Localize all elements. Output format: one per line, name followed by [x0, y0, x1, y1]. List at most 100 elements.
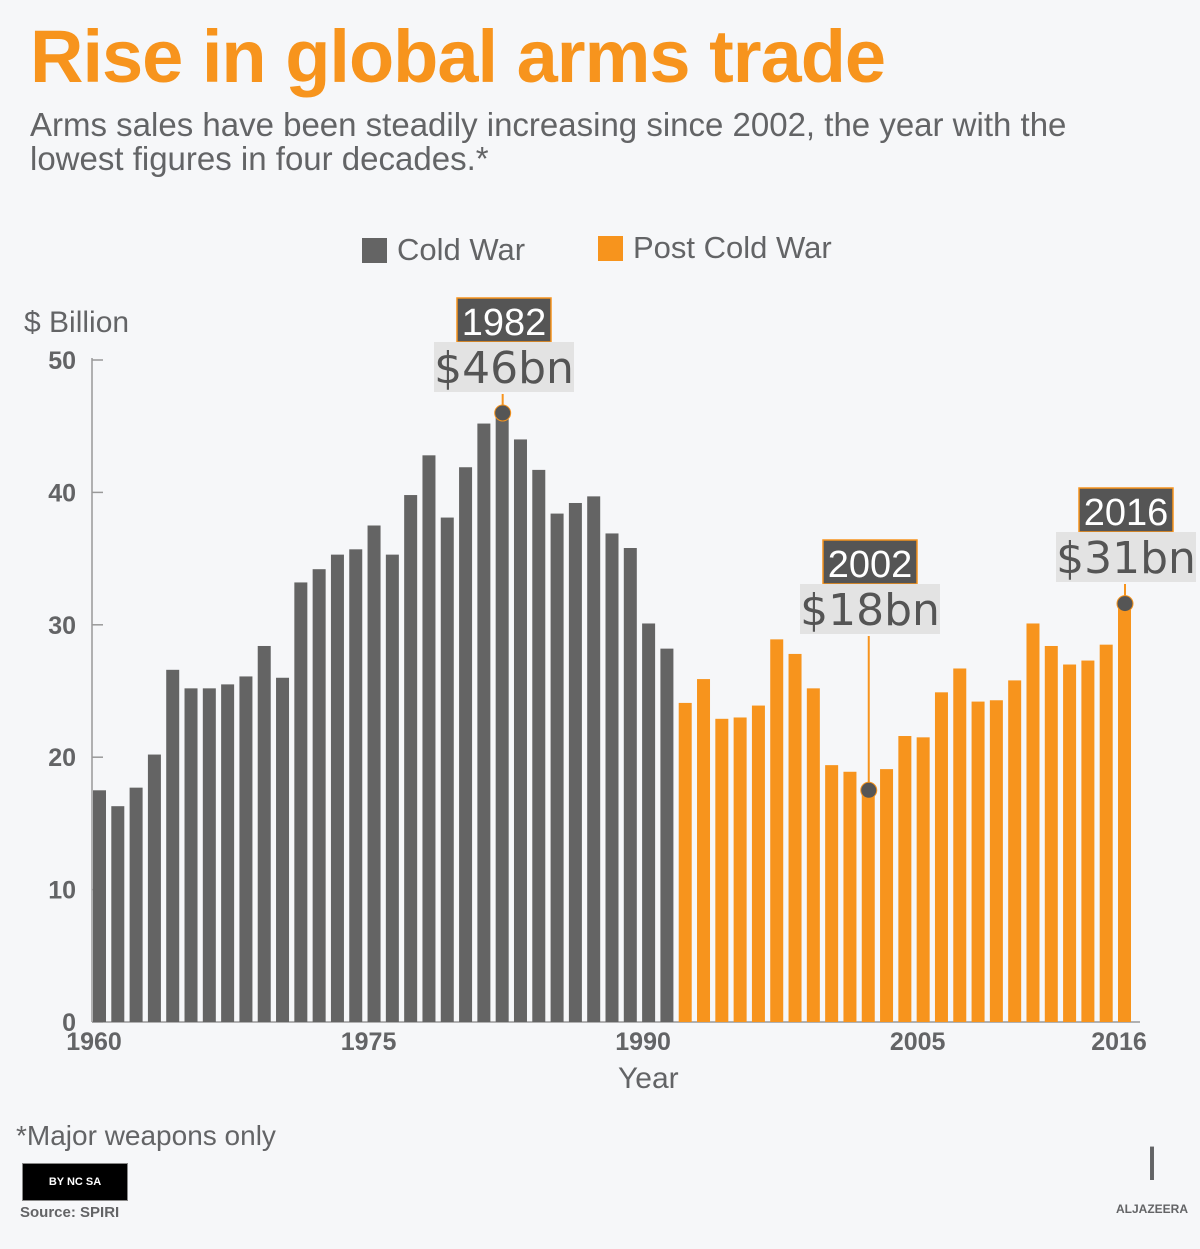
legend-swatch-cold-war: [362, 237, 387, 263]
annotation-value: $31bn: [1056, 533, 1196, 584]
bar-1973: [330, 554, 344, 1022]
annotation-year-box: [1078, 487, 1174, 533]
annotation-value: $46bn: [434, 343, 574, 394]
annotation-dot: [860, 781, 878, 799]
source: Source: SPIRI: [20, 1204, 120, 1221]
bar-1972: [312, 569, 326, 1022]
bar-2000: [825, 765, 839, 1022]
bar-1986: [568, 502, 582, 1022]
bar-1970: [276, 677, 290, 1022]
bar-2014: [1081, 660, 1095, 1022]
x-tick-label: 1975: [341, 1028, 397, 1056]
bar-1963: [147, 754, 161, 1022]
x-tick-label: 1990: [615, 1028, 671, 1056]
bar-1990: [642, 623, 656, 1022]
legend-swatch-post-cold-war: [598, 235, 623, 261]
annotation-value-box: [800, 584, 940, 634]
bar-2010: [1008, 680, 1022, 1022]
bar-2012: [1044, 645, 1058, 1022]
x-tick-label: 1960: [66, 1028, 122, 1056]
bar-2016: [1118, 603, 1131, 1022]
bar-1999: [806, 688, 820, 1022]
bar-1969: [257, 645, 271, 1022]
bar-1992: [678, 702, 692, 1022]
annotation-value: $18bn: [800, 585, 940, 636]
annotation-year: 2016: [1084, 492, 1169, 534]
bar-1971: [294, 582, 308, 1022]
y-tick-label: 0: [62, 1009, 76, 1037]
bar-2003: [880, 769, 894, 1022]
bar-1993: [697, 679, 711, 1022]
bar-1964: [166, 669, 180, 1022]
annotation-year-box: [456, 297, 552, 343]
bar-1984: [532, 469, 546, 1023]
bar-2006: [934, 692, 948, 1022]
bar-1979: [440, 517, 454, 1022]
bar-1965: [184, 688, 198, 1022]
annotation-dot: [1116, 595, 1134, 613]
bar-1997: [770, 639, 784, 1022]
bar-1981: [477, 423, 491, 1022]
bar-2013: [1063, 664, 1077, 1022]
annotation-year: 2002: [828, 544, 913, 586]
annotation-year-box: [822, 539, 918, 585]
bar-1960: [93, 790, 106, 1022]
bar-1994: [715, 718, 729, 1022]
bar-2009: [989, 700, 1003, 1022]
y-tick-label: 40: [48, 479, 76, 507]
bar-1983: [513, 439, 527, 1022]
subtitle: Arms sales have been steadily increasing…: [30, 106, 1067, 177]
x-axis-label: Year: [618, 1062, 679, 1095]
title: Rise in global arms trade: [30, 15, 886, 98]
bar-1961: [111, 806, 125, 1022]
bar-2002: [861, 790, 875, 1022]
bar-2015: [1099, 644, 1113, 1022]
logo-mark-icon: ا: [1145, 1141, 1159, 1190]
bar-1974: [349, 549, 363, 1022]
bar-1976: [385, 554, 399, 1022]
bar-2004: [898, 736, 912, 1022]
bar-1998: [788, 653, 802, 1022]
bar-2005: [916, 737, 930, 1022]
y-tick-label: 20: [48, 744, 76, 772]
creative-commons-badge: BY NC SA: [22, 1163, 128, 1201]
y-tick-label: 30: [48, 612, 76, 640]
bar-1966: [202, 688, 216, 1022]
footnote: *Major weapons only: [16, 1120, 276, 1151]
annotation-year: 1982: [462, 302, 547, 344]
bar-1975: [367, 525, 381, 1022]
bar-1987: [587, 496, 601, 1022]
bar-1977: [404, 495, 418, 1023]
bar-1988: [605, 533, 619, 1022]
legend-label: Post Cold War: [633, 230, 832, 265]
x-tick-label: 2005: [890, 1028, 946, 1056]
annotation-dot: [494, 404, 512, 422]
bar-1980: [459, 467, 473, 1022]
bar-1978: [422, 455, 436, 1022]
bar-2007: [953, 668, 967, 1022]
bar-1982: [495, 412, 509, 1023]
bar-1989: [623, 548, 637, 1022]
bar-2008: [971, 701, 985, 1022]
bar-2001: [843, 771, 857, 1022]
bar-1962: [129, 787, 143, 1022]
y-tick-label: 50: [48, 347, 76, 375]
bar-1968: [239, 676, 253, 1022]
legend-cold-war: Cold War: [362, 232, 525, 268]
license-text: BY NC SA: [48, 1176, 102, 1188]
bar-1995: [733, 717, 747, 1022]
bar-2011: [1026, 623, 1040, 1022]
bar-1967: [221, 684, 235, 1022]
annotation-value-box: [1056, 532, 1196, 582]
legend-post-cold-war: Post Cold War: [598, 230, 832, 266]
x-tick-label: 2016: [1091, 1028, 1147, 1056]
bar-1991: [660, 648, 674, 1022]
legend-label: Cold War: [397, 232, 526, 267]
bar-1985: [550, 513, 564, 1022]
y-tick-label: 10: [48, 877, 76, 905]
annotation-value-box: [434, 342, 574, 392]
y-axis-label: $ Billion: [24, 306, 130, 339]
bar-1996: [751, 705, 765, 1022]
